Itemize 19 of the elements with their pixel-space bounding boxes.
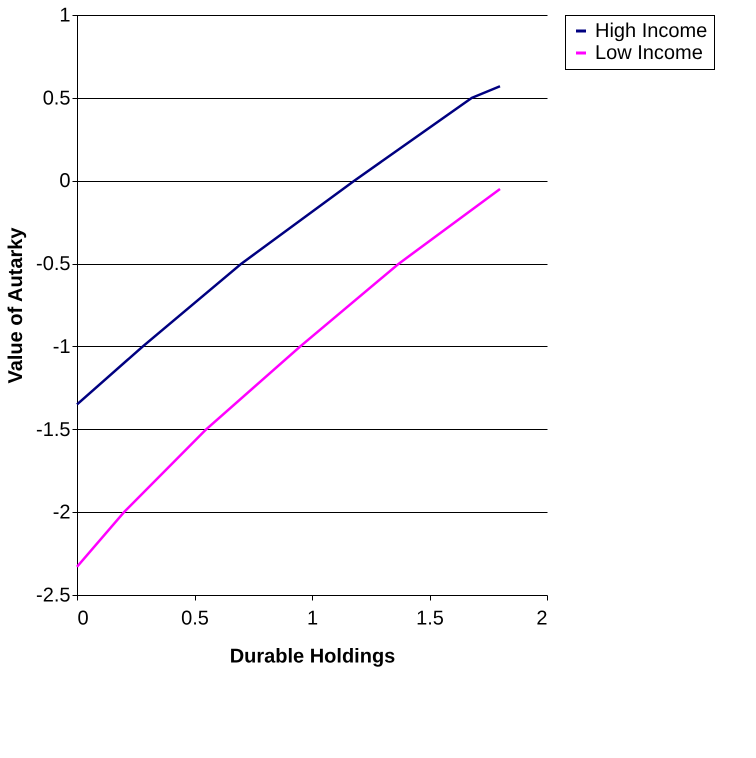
legend-label: High Income	[595, 20, 708, 42]
x-tick-label: 0.5	[181, 608, 209, 630]
x-tick-label: 1	[306, 608, 318, 630]
y-tick-label: -2	[52, 502, 70, 524]
y-tick-label: 1	[59, 4, 70, 26]
line-series	[76, 188, 502, 568]
y-axis-title: Value of Autarky	[5, 226, 28, 384]
x-tick-label: 2	[536, 608, 548, 630]
x-axis-title: Durable Holdings	[230, 646, 396, 668]
legend-label: Low Income	[595, 42, 703, 64]
y-tick-label: -0.5	[36, 253, 70, 276]
line-series	[76, 85, 502, 406]
y-tick-label: -1	[52, 336, 70, 358]
x-tick-label: 1.5	[416, 608, 444, 630]
x-tick-label: 0	[78, 608, 89, 630]
y-tick-label: 0	[59, 170, 70, 192]
y-tick-label: -2.5	[36, 584, 70, 606]
y-tick-label: -1.5	[36, 418, 70, 441]
y-tick-label: 0.5	[42, 87, 70, 110]
